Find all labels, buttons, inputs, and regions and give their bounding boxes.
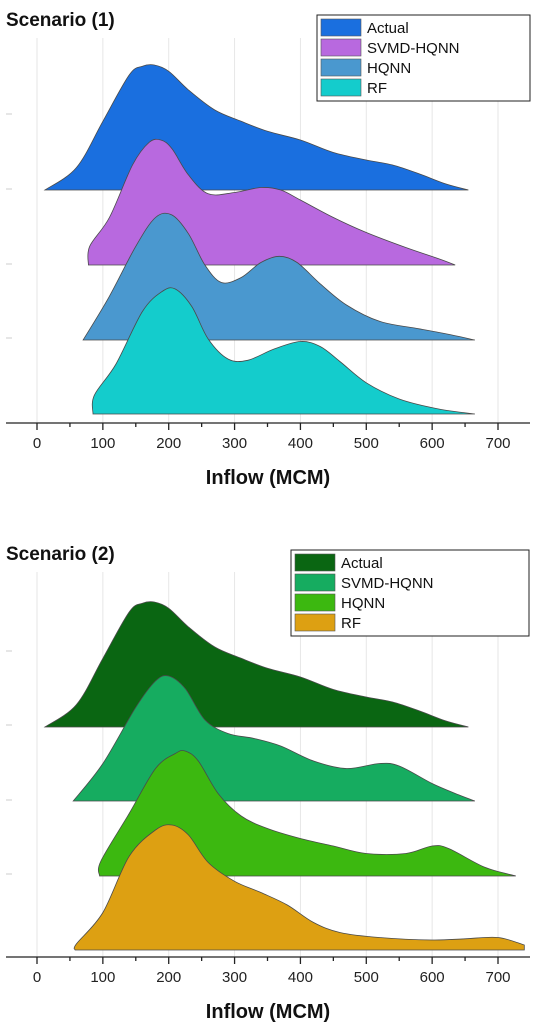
legend: Actual SVMD-HQNN HQNN RF [316, 14, 531, 102]
legend-label: RF [367, 80, 387, 97]
ridge-rf [91, 287, 475, 415]
legend-swatch [320, 38, 362, 57]
legend: Actual SVMD-HQNN HQNN RF [290, 549, 530, 637]
x-tick-label: 600 [420, 435, 445, 452]
x-axis: 0 100 200 300 400 500 600 700 [6, 956, 530, 986]
legend-swatch [294, 553, 336, 572]
x-tick-label: 600 [420, 969, 445, 986]
x-tick-label: 500 [354, 435, 379, 452]
legend-swatch [294, 573, 336, 592]
scenario-2-panel: Scenario (2) 0 100 200 300 400 500 600 700 Inflow… [6, 544, 530, 1023]
ridge-rf [73, 824, 525, 951]
x-axis-label: Inflow (MCM) [206, 1001, 330, 1023]
legend-label: SVMD-HQNN [367, 40, 460, 57]
x-tick-label: 400 [288, 969, 313, 986]
legend-label: Actual [341, 555, 383, 572]
legend-label: SVMD-HQNN [341, 575, 434, 592]
legend-label: HQNN [341, 595, 385, 612]
chart-title: Scenario (1) [6, 10, 115, 31]
x-tick-label: 200 [156, 969, 181, 986]
x-tick-label: 0 [33, 969, 41, 986]
x-tick-label: 0 [33, 435, 41, 452]
x-tick-label: 700 [485, 435, 510, 452]
ridges [43, 64, 475, 415]
x-tick-label: 100 [90, 969, 115, 986]
x-tick-label: 200 [156, 435, 181, 452]
x-tick-label: 700 [485, 969, 510, 986]
x-tick-label: 500 [354, 969, 379, 986]
legend-swatch [294, 613, 336, 632]
x-axis-label: Inflow (MCM) [206, 467, 330, 489]
legend-label: RF [341, 615, 361, 632]
legend-label: HQNN [367, 60, 411, 77]
x-tick-label: 400 [288, 435, 313, 452]
legend-swatch [320, 58, 362, 77]
x-axis: 0 100 200 300 400 500 600 700 [6, 422, 530, 452]
x-tick-label: 100 [90, 435, 115, 452]
legend-swatch [320, 78, 362, 97]
x-tick-label: 300 [222, 969, 247, 986]
scenario-1-panel: Scenario (1) 0 100 200 300 400 500 600 700 Inflow… [6, 10, 531, 489]
legend-label: Actual [367, 20, 409, 37]
ridge-hqnn [97, 750, 516, 877]
x-tick-label: 300 [222, 435, 247, 452]
ridges [43, 601, 525, 951]
legend-swatch [294, 593, 336, 612]
legend-swatch [320, 18, 362, 37]
chart-title: Scenario (2) [6, 544, 115, 565]
